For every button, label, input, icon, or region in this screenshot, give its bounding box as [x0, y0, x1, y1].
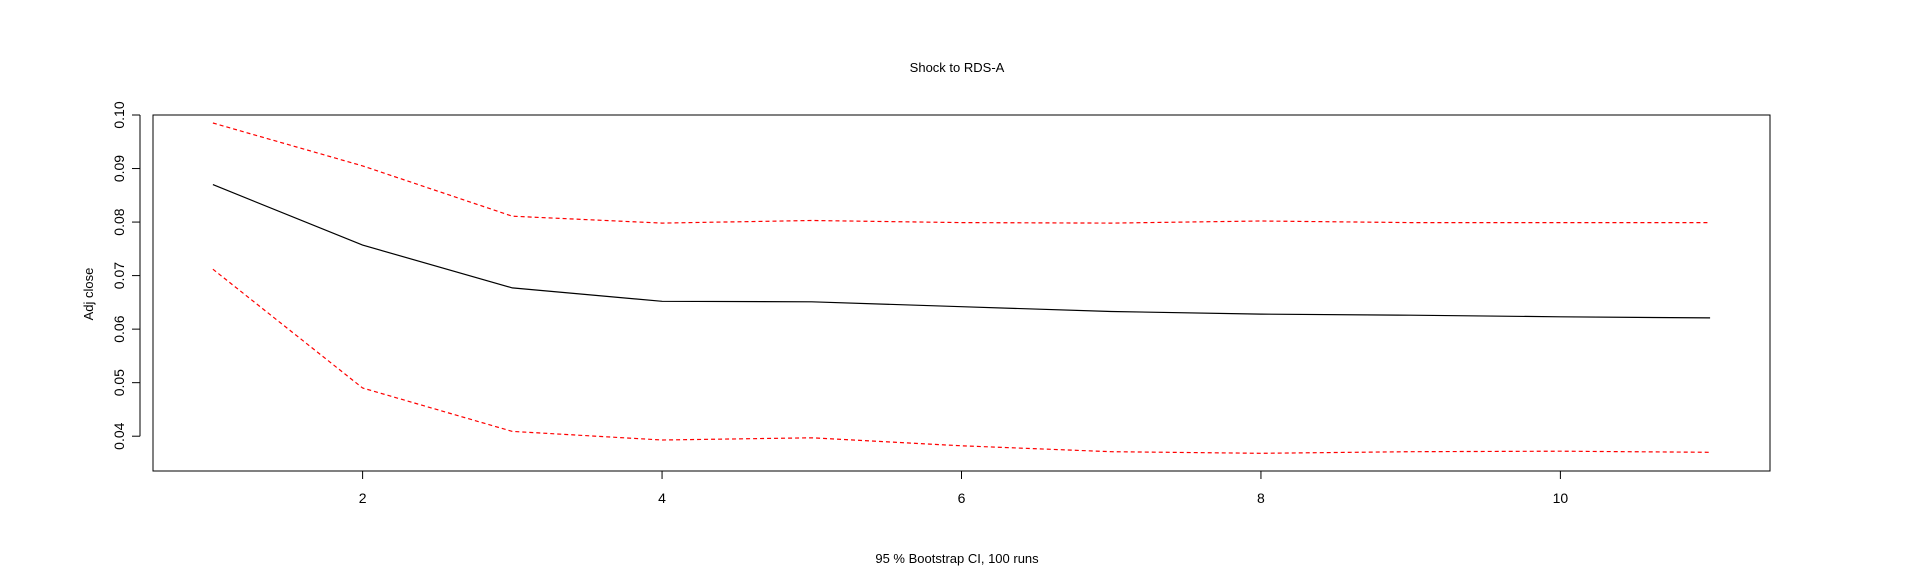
- x-axis: 2 4 6 8 10: [359, 470, 1569, 506]
- series-line-upper-bound: [212, 122, 1711, 224]
- plot-frame: [152, 114, 1771, 472]
- y-tick-label: 0.07: [111, 262, 127, 289]
- y-tick-label: 0.09: [111, 155, 127, 182]
- series-layer: [212, 122, 1711, 454]
- y-axis: 0.04 0.05 0.06 0.07 0.08 0.09 0.10: [111, 101, 141, 450]
- y-tick-label: 0.08: [111, 208, 127, 235]
- x-tick-label: 6: [958, 490, 966, 506]
- y-axis-label: Adj close: [81, 268, 96, 321]
- series-line-lower-bound: [212, 268, 1711, 454]
- chart-title: Shock to RDS-A: [910, 60, 1005, 75]
- y-tick-label: 0.05: [111, 369, 127, 396]
- x-tick-label: 2: [359, 490, 367, 506]
- x-tick-label: 10: [1553, 490, 1569, 506]
- series-line-impulse-response: [212, 184, 1711, 319]
- y-tick-label: 0.10: [111, 101, 127, 128]
- y-tick-label: 0.06: [111, 315, 127, 342]
- x-axis-label: 95 % Bootstrap CI, 100 runs: [875, 551, 1039, 566]
- y-tick-label: 0.04: [111, 422, 127, 449]
- x-tick-label: 8: [1257, 490, 1265, 506]
- x-tick-label: 4: [658, 490, 666, 506]
